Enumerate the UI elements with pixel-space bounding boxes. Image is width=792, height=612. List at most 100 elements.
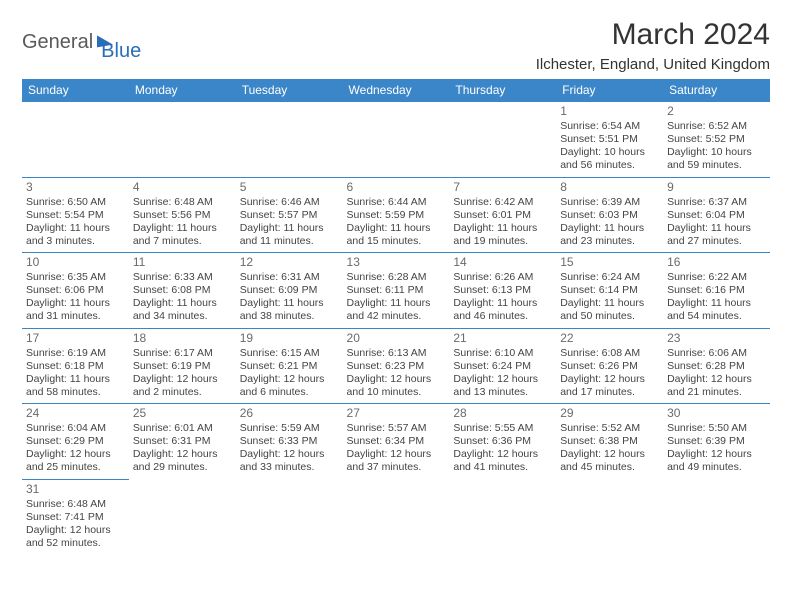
daylight-line-1: Daylight: 12 hours (133, 448, 232, 461)
daylight-line-2: and 6 minutes. (240, 386, 339, 399)
logo-flag-icon (97, 32, 113, 47)
day-number: 23 (667, 331, 766, 346)
daylight-line-1: Daylight: 12 hours (453, 373, 552, 386)
sunset-line: Sunset: 6:26 PM (560, 360, 659, 373)
calendar-day-cell: 15Sunrise: 6:24 AMSunset: 6:14 PMDayligh… (556, 253, 663, 329)
title-block: March 2024 Ilchester, England, United Ki… (536, 18, 770, 73)
sunset-line: Sunset: 6:28 PM (667, 360, 766, 373)
calendar-table: SundayMondayTuesdayWednesdayThursdayFrid… (22, 79, 770, 554)
calendar-empty-cell (236, 479, 343, 554)
daylight-line-2: and 2 minutes. (133, 386, 232, 399)
sunset-line: Sunset: 6:01 PM (453, 209, 552, 222)
calendar-day-cell: 28Sunrise: 5:55 AMSunset: 6:36 PMDayligh… (449, 404, 556, 480)
daylight-line-2: and 25 minutes. (26, 461, 125, 474)
sunrise-line: Sunrise: 6:31 AM (240, 271, 339, 284)
daylight-line-1: Daylight: 11 hours (347, 222, 446, 235)
sunset-line: Sunset: 5:56 PM (133, 209, 232, 222)
day-number: 15 (560, 255, 659, 270)
daylight-line-2: and 50 minutes. (560, 310, 659, 323)
calendar-week-row: 1Sunrise: 6:54 AMSunset: 5:51 PMDaylight… (22, 102, 770, 178)
calendar-day-cell: 21Sunrise: 6:10 AMSunset: 6:24 PMDayligh… (449, 328, 556, 404)
sunset-line: Sunset: 6:21 PM (240, 360, 339, 373)
calendar-day-cell: 10Sunrise: 6:35 AMSunset: 6:06 PMDayligh… (22, 253, 129, 329)
daylight-line-2: and 49 minutes. (667, 461, 766, 474)
weekday-header: Monday (129, 79, 236, 102)
sunrise-line: Sunrise: 6:01 AM (133, 422, 232, 435)
daylight-line-2: and 31 minutes. (26, 310, 125, 323)
day-number: 16 (667, 255, 766, 270)
calendar-day-cell: 2Sunrise: 6:52 AMSunset: 5:52 PMDaylight… (663, 102, 770, 178)
calendar-day-cell: 27Sunrise: 5:57 AMSunset: 6:34 PMDayligh… (343, 404, 450, 480)
daylight-line-2: and 3 minutes. (26, 235, 125, 248)
calendar-week-row: 10Sunrise: 6:35 AMSunset: 6:06 PMDayligh… (22, 253, 770, 329)
day-number: 6 (347, 180, 446, 195)
daylight-line-1: Daylight: 11 hours (667, 222, 766, 235)
sunset-line: Sunset: 6:14 PM (560, 284, 659, 297)
day-number: 29 (560, 406, 659, 421)
daylight-line-2: and 54 minutes. (667, 310, 766, 323)
day-number: 17 (26, 331, 125, 346)
sunrise-line: Sunrise: 6:22 AM (667, 271, 766, 284)
calendar-day-cell: 29Sunrise: 5:52 AMSunset: 6:38 PMDayligh… (556, 404, 663, 480)
sunset-line: Sunset: 5:54 PM (26, 209, 125, 222)
day-number: 5 (240, 180, 339, 195)
daylight-line-1: Daylight: 11 hours (240, 297, 339, 310)
calendar-day-cell: 14Sunrise: 6:26 AMSunset: 6:13 PMDayligh… (449, 253, 556, 329)
daylight-line-2: and 13 minutes. (453, 386, 552, 399)
daylight-line-1: Daylight: 11 hours (667, 297, 766, 310)
calendar-week-row: 17Sunrise: 6:19 AMSunset: 6:18 PM Dayligh… (22, 328, 770, 404)
daylight-line-2: and 17 minutes. (560, 386, 659, 399)
sunrise-line: Sunrise: 6:37 AM (667, 196, 766, 209)
daylight-line-2: and 38 minutes. (240, 310, 339, 323)
day-number: 4 (133, 180, 232, 195)
daylight-line-2: and 34 minutes. (133, 310, 232, 323)
day-number: 31 (26, 482, 125, 497)
calendar-day-cell: 17Sunrise: 6:19 AMSunset: 6:18 PMDayligh… (22, 328, 129, 404)
day-number: 26 (240, 406, 339, 421)
sunrise-line: Sunrise: 6:44 AM (347, 196, 446, 209)
daylight-line-1: Daylight: 11 hours (560, 222, 659, 235)
sunset-line: Sunset: 6:19 PM (133, 360, 232, 373)
daylight-line-1: Daylight: 10 hours (667, 146, 766, 159)
daylight-line-2: and 41 minutes. (453, 461, 552, 474)
daylight-line-2: and 27 minutes. (667, 235, 766, 248)
sunset-line: Sunset: 6:03 PM (560, 209, 659, 222)
sunrise-line: Sunrise: 6:19 AM (26, 347, 125, 360)
calendar-day-cell: 24Sunrise: 6:04 AMSunset: 6:29 PMDayligh… (22, 404, 129, 480)
calendar-day-cell: 1Sunrise: 6:54 AMSunset: 5:51 PMDaylight… (556, 102, 663, 178)
calendar-empty-cell (449, 479, 556, 554)
calendar-empty-cell (343, 102, 450, 178)
sunset-line: Sunset: 5:59 PM (347, 209, 446, 222)
daylight-line-1: Daylight: 12 hours (560, 448, 659, 461)
sunset-line: Sunset: 6:39 PM (667, 435, 766, 448)
sunrise-line: Sunrise: 6:33 AM (133, 271, 232, 284)
daylight-line-1: Daylight: 11 hours (240, 222, 339, 235)
sunset-line: Sunset: 5:57 PM (240, 209, 339, 222)
sunset-line: Sunset: 5:51 PM (560, 133, 659, 146)
sunrise-line: Sunrise: 6:50 AM (26, 196, 125, 209)
daylight-line-1: Daylight: 11 hours (560, 297, 659, 310)
sunset-line: Sunset: 6:06 PM (26, 284, 125, 297)
sunset-line: Sunset: 6:18 PM (26, 360, 125, 373)
calendar-day-cell: 22Sunrise: 6:08 AMSunset: 6:26 PMDayligh… (556, 328, 663, 404)
sunrise-line: Sunrise: 6:39 AM (560, 196, 659, 209)
sunrise-line: Sunrise: 6:26 AM (453, 271, 552, 284)
daylight-line-2: and 19 minutes. (453, 235, 552, 248)
day-number: 24 (26, 406, 125, 421)
sunrise-line: Sunrise: 6:08 AM (560, 347, 659, 360)
sunrise-line: Sunrise: 6:15 AM (240, 347, 339, 360)
daylight-line-1: Daylight: 12 hours (667, 373, 766, 386)
day-number: 18 (133, 331, 232, 346)
sunset-line: Sunset: 6:31 PM (133, 435, 232, 448)
daylight-line-2: and 45 minutes. (560, 461, 659, 474)
sunrise-line: Sunrise: 5:55 AM (453, 422, 552, 435)
daylight-line-2: and 37 minutes. (347, 461, 446, 474)
daylight-line-2: and 10 minutes. (347, 386, 446, 399)
header: General Blue March 2024 Ilchester, Engla… (22, 18, 770, 73)
daylight-line-1: Daylight: 11 hours (133, 222, 232, 235)
day-number: 14 (453, 255, 552, 270)
calendar-day-cell: 20Sunrise: 6:13 AMSunset: 6:23 PMDayligh… (343, 328, 450, 404)
daylight-line-1: Daylight: 11 hours (26, 222, 125, 235)
sunset-line: Sunset: 6:29 PM (26, 435, 125, 448)
day-number: 13 (347, 255, 446, 270)
